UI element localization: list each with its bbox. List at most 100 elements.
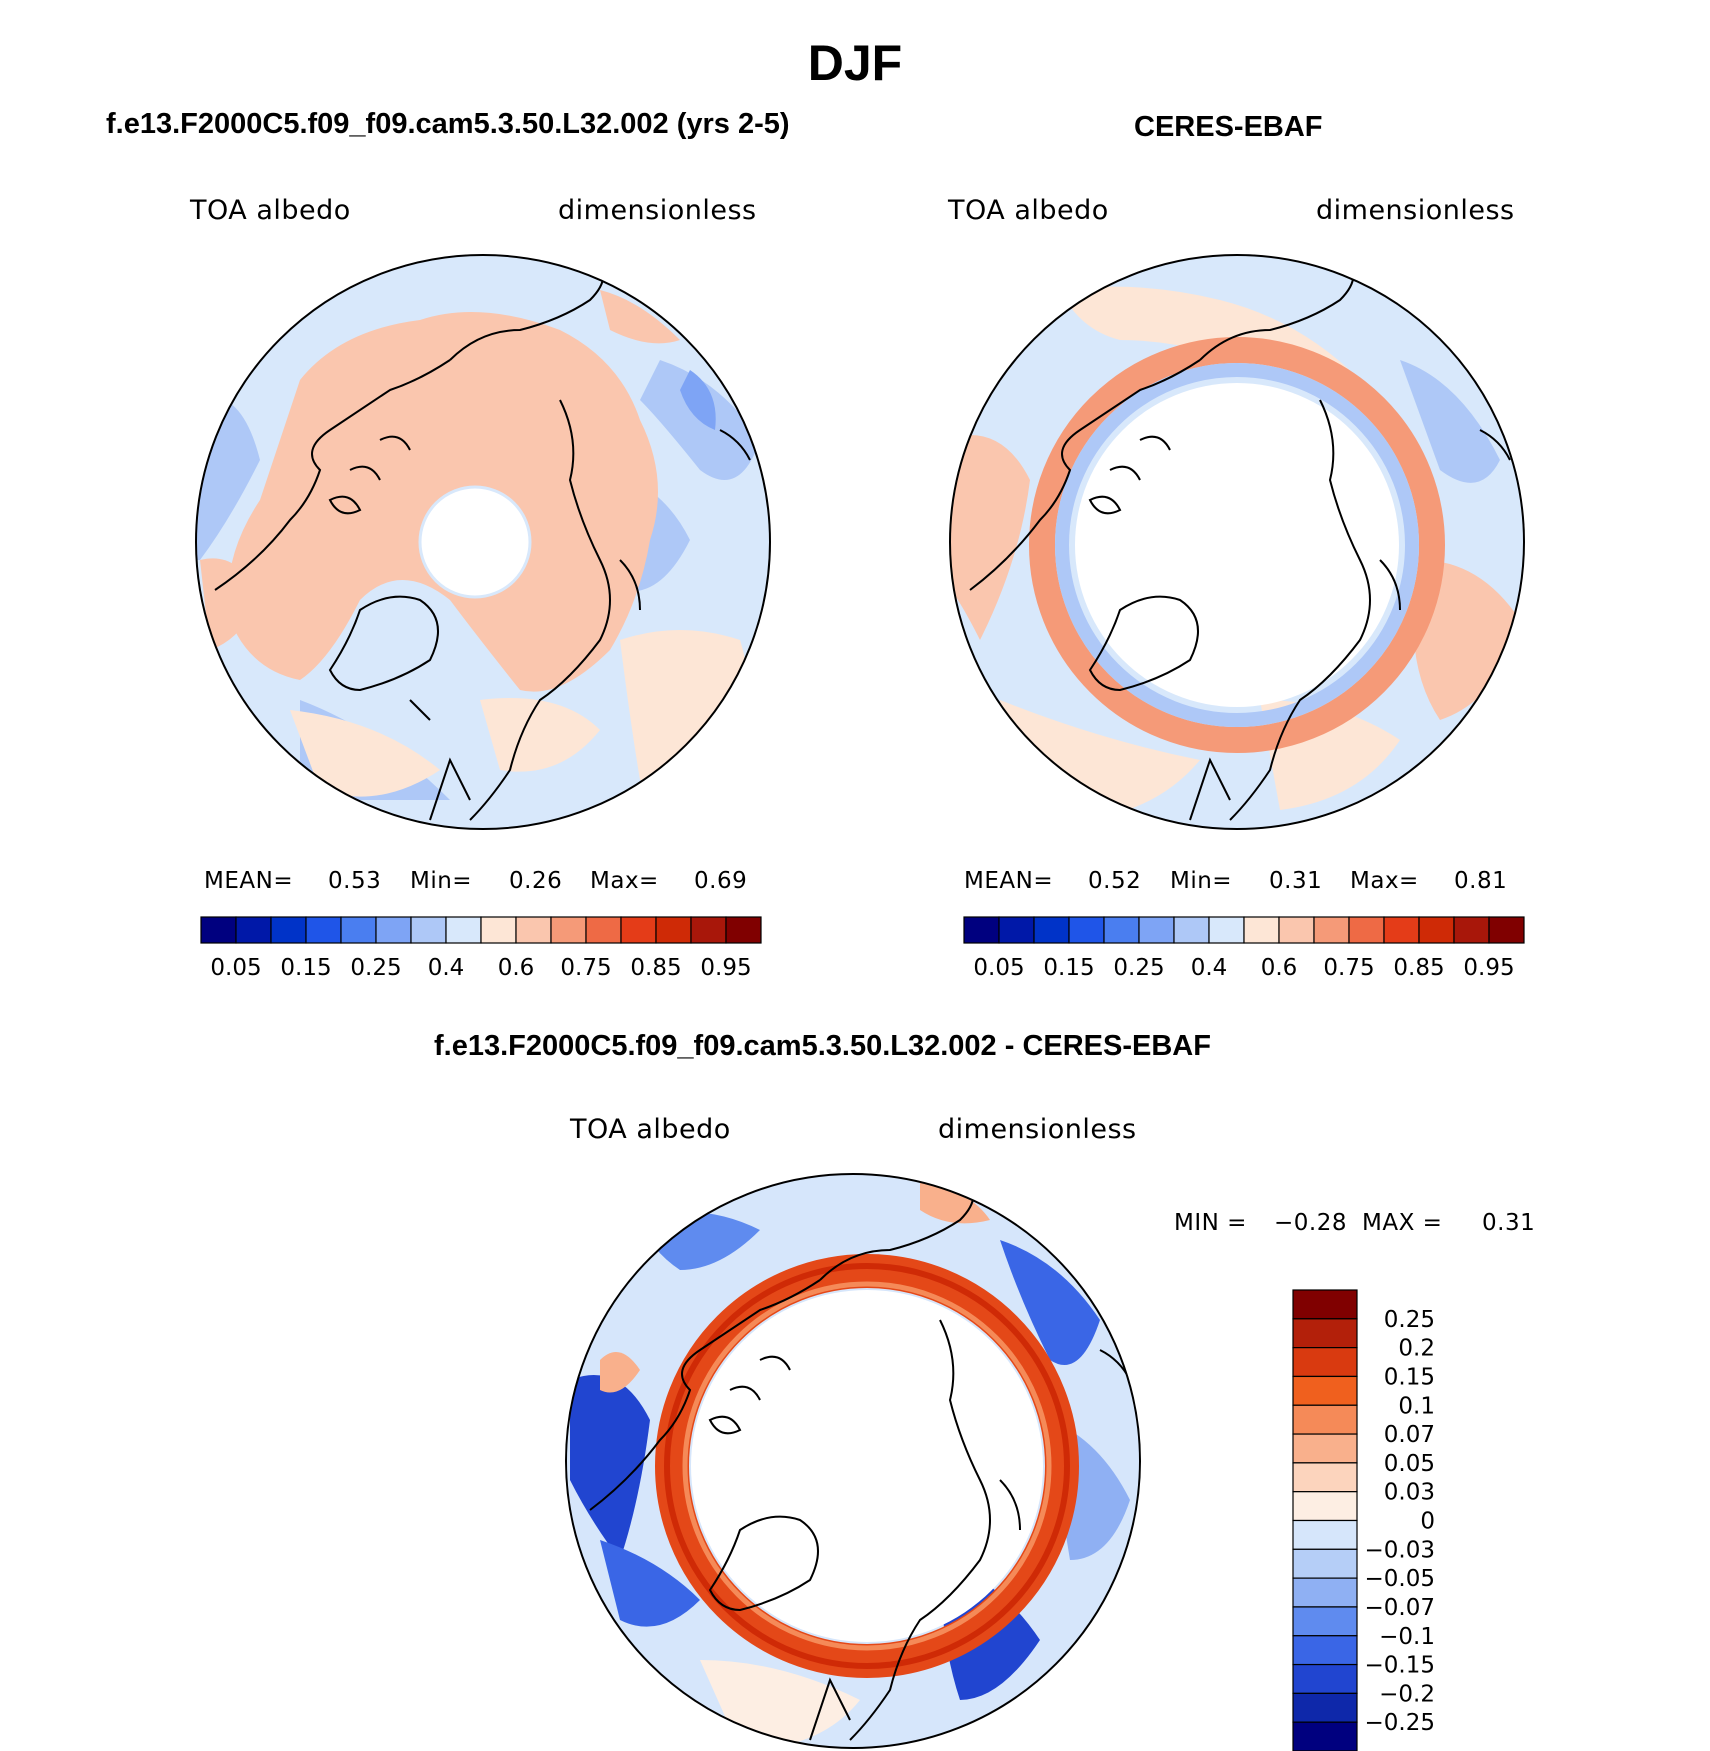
colorbar-tick-label: −0.1 bbox=[1379, 1624, 1435, 1650]
colorbar-swatch bbox=[1292, 1519, 1358, 1550]
mean-value: 0.52 bbox=[1088, 868, 1142, 894]
colorbar-swatch bbox=[1383, 916, 1420, 944]
colorbar-swatch bbox=[963, 916, 1000, 944]
colorbar-swatch bbox=[445, 916, 482, 944]
colorbar-swatch bbox=[1068, 916, 1105, 944]
panel-2-title: CERES-EBAF bbox=[1134, 111, 1323, 143]
colorbar-tick-label: 0.25 bbox=[1113, 955, 1164, 981]
colorbar-swatch bbox=[1292, 1577, 1358, 1608]
colorbar-swatch bbox=[1033, 916, 1070, 944]
mean-label: MEAN= bbox=[204, 868, 294, 894]
colorbar-swatch bbox=[270, 916, 307, 944]
colorbar-tick-label: 0.85 bbox=[1393, 955, 1444, 981]
max-label: MAX = bbox=[1362, 1210, 1443, 1236]
max-value: 0.31 bbox=[1482, 1210, 1536, 1236]
colorbar-swatch bbox=[375, 916, 412, 944]
colorbar-tick-label: 0.95 bbox=[700, 955, 751, 981]
colorbar-swatch bbox=[1278, 916, 1315, 944]
colorbar-tick-label: 0.85 bbox=[630, 955, 681, 981]
colorbar-swatch bbox=[1292, 1606, 1358, 1637]
colorbar-tick-label: 0.07 bbox=[1384, 1422, 1435, 1448]
colorbar-tick-label: 0.95 bbox=[1463, 955, 1514, 981]
colorbar-tick-label: 0 bbox=[1420, 1509, 1435, 1535]
colorbar-swatch bbox=[1292, 1433, 1358, 1464]
colorbar-swatch bbox=[1292, 1347, 1358, 1378]
panel-3-title: f.e13.F2000C5.f09_f09.cam5.3.50.L32.002 … bbox=[434, 1030, 1211, 1062]
colorbar-tick-label: 0.03 bbox=[1384, 1480, 1435, 1506]
colorbar-3-difference: 0.25 0.20.15 0.1 0.07 0.05 0.03 0−0.03 −0.05 −0.… bbox=[1292, 1289, 1435, 1751]
min-label: MIN = bbox=[1174, 1210, 1247, 1236]
colorbar-1: 0.05 0.15 0.25 0.4 0.6 0.75 0.85 0.95 bbox=[200, 916, 762, 981]
colorbar-swatch bbox=[200, 916, 237, 944]
colorbar-tick-label: 0.4 bbox=[1191, 955, 1228, 981]
colorbar-tick-label: 0.25 bbox=[1384, 1307, 1435, 1333]
map-3-boundary bbox=[565, 1173, 1141, 1749]
colorbar-swatch bbox=[585, 916, 622, 944]
colorbar-tick-label: 0.1 bbox=[1398, 1393, 1435, 1419]
colorbar-swatch bbox=[1292, 1462, 1358, 1493]
panel-1-units-label: dimensionless bbox=[558, 195, 757, 226]
colorbar-swatch bbox=[1292, 1318, 1358, 1349]
colorbar-swatch bbox=[1292, 1692, 1358, 1723]
panel-2-units-label: dimensionless bbox=[1316, 195, 1515, 226]
colorbar-swatch bbox=[1292, 1635, 1358, 1666]
panel-3-variable-label: TOA albedo bbox=[570, 1114, 731, 1145]
min-label: Min= bbox=[1170, 868, 1233, 894]
colorbar-tick-label: 0.15 bbox=[1043, 955, 1094, 981]
colorbar-swatch bbox=[1292, 1404, 1358, 1435]
colorbar-2: 0.05 0.15 0.25 0.4 0.6 0.75 0.85 0.95 bbox=[963, 916, 1525, 981]
colorbar-tick-label: 0.4 bbox=[428, 955, 465, 981]
colorbar-swatch bbox=[550, 916, 587, 944]
colorbar-swatch bbox=[1313, 916, 1350, 944]
colorbar-swatch bbox=[305, 916, 342, 944]
colorbar-swatch bbox=[1208, 916, 1245, 944]
colorbar-tick-label: 0.2 bbox=[1398, 1336, 1435, 1362]
colorbar-swatch bbox=[690, 916, 727, 944]
colorbar-swatch bbox=[1103, 916, 1140, 944]
map-2-boundary bbox=[949, 254, 1525, 830]
map-3-difference bbox=[565, 1173, 1141, 1749]
colorbar-swatch bbox=[480, 916, 517, 944]
max-value: 0.81 bbox=[1454, 868, 1508, 894]
panel-2-variable-label: TOA albedo bbox=[948, 195, 1109, 226]
colorbar-swatch bbox=[1488, 916, 1525, 944]
colorbar-swatch bbox=[1292, 1548, 1358, 1579]
colorbar-swatch bbox=[1292, 1375, 1358, 1406]
colorbar-tick-label: −0.2 bbox=[1379, 1681, 1435, 1707]
colorbar-tick-label: 0.6 bbox=[498, 955, 535, 981]
colorbar-tick-label: −0.03 bbox=[1365, 1537, 1435, 1563]
colorbar-swatch bbox=[235, 916, 272, 944]
max-label: Max= bbox=[590, 868, 659, 894]
colorbar-swatch bbox=[1348, 916, 1385, 944]
min-value: 0.31 bbox=[1269, 868, 1323, 894]
colorbar-swatch bbox=[1292, 1721, 1358, 1751]
colorbar-tick-label: −0.05 bbox=[1365, 1566, 1435, 1592]
min-value: 0.26 bbox=[509, 868, 563, 894]
colorbar-tick-label: 0.25 bbox=[350, 955, 401, 981]
colorbar-swatch bbox=[1292, 1663, 1358, 1694]
colorbar-swatch bbox=[1138, 916, 1175, 944]
colorbar-swatch bbox=[1292, 1491, 1358, 1522]
colorbar-swatch bbox=[1453, 916, 1490, 944]
colorbar-tick-label: −0.25 bbox=[1365, 1710, 1435, 1736]
colorbar-swatch bbox=[1418, 916, 1455, 944]
max-label: Max= bbox=[1350, 868, 1419, 894]
colorbar-tick-label: 0.15 bbox=[280, 955, 331, 981]
colorbar-tick-label: 0.6 bbox=[1261, 955, 1298, 981]
colorbar-swatch bbox=[998, 916, 1035, 944]
colorbar-tick-label: −0.07 bbox=[1365, 1595, 1435, 1621]
colorbar-swatch bbox=[410, 916, 447, 944]
colorbar-tick-label: 0.75 bbox=[560, 955, 611, 981]
colorbar-tick-label: 0.05 bbox=[973, 955, 1024, 981]
min-label: Min= bbox=[410, 868, 473, 894]
colorbar-tick-label: 0.75 bbox=[1323, 955, 1374, 981]
map-1-model-albedo bbox=[195, 254, 771, 830]
panel-1-title: f.e13.F2000C5.f09_f09.cam5.3.50.L32.002 … bbox=[106, 108, 790, 140]
max-value: 0.69 bbox=[694, 868, 748, 894]
colorbar-swatch bbox=[340, 916, 377, 944]
colorbar-swatch bbox=[620, 916, 657, 944]
mean-value: 0.53 bbox=[328, 868, 382, 894]
map-1-boundary bbox=[195, 254, 771, 830]
colorbar-tick-label: 0.05 bbox=[1384, 1451, 1435, 1477]
